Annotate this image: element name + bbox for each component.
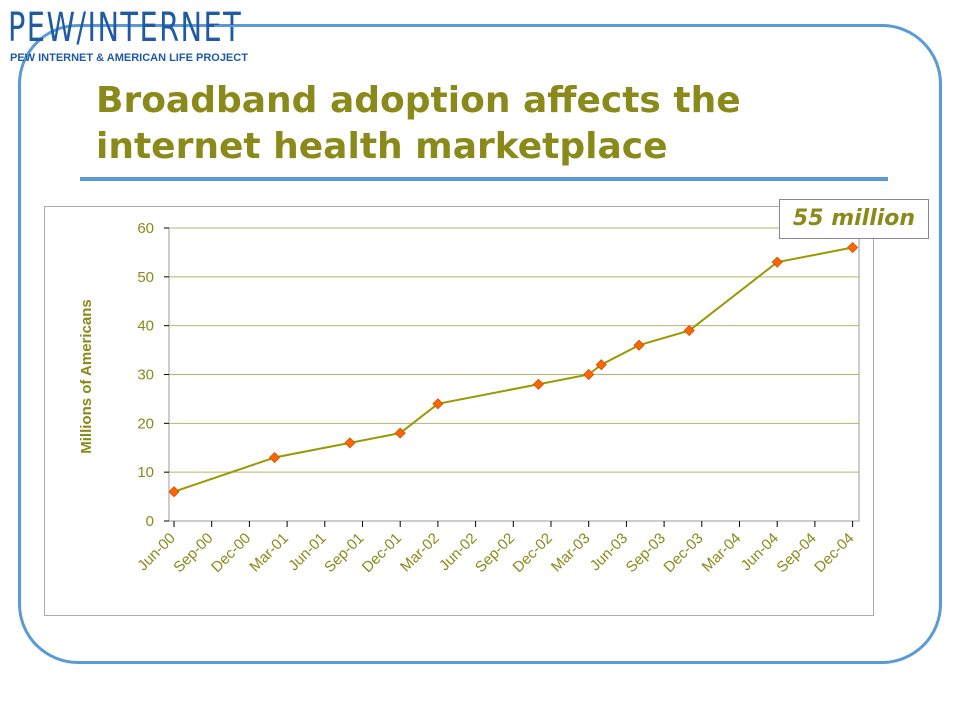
y-tick-label: 20 <box>137 415 154 432</box>
x-tick-label: Mar-04 <box>699 530 745 576</box>
x-tick-label: Mar-01 <box>246 530 292 576</box>
y-tick-label: 50 <box>137 269 154 286</box>
x-tick-label: Sep-04 <box>774 530 820 576</box>
chart-area <box>44 206 874 616</box>
data-point <box>771 256 783 268</box>
x-tick-label: Jun-04 <box>738 530 782 574</box>
logo-subtitle: PEW INTERNET & AMERICAN LIFE PROJECT <box>10 52 248 64</box>
x-tick-label: Dec-01 <box>359 530 405 576</box>
pew-internet-logo: PEW/INTERNET PEW INTERNET & AMERICAN LIF… <box>8 5 333 64</box>
data-point <box>532 378 544 390</box>
x-tick-label: Dec-00 <box>208 530 254 576</box>
series-line <box>173 246 853 493</box>
y-axis-label: Millions of Americans <box>78 299 95 453</box>
data-point <box>344 437 356 449</box>
x-tick-label: Sep-01 <box>321 530 367 576</box>
x-tick-label: Sep-03 <box>623 530 669 576</box>
data-point <box>168 486 180 498</box>
logo-rule <box>214 25 300 27</box>
y-tick-label: 0 <box>146 513 154 530</box>
y-tick-label: 60 <box>137 220 154 237</box>
y-tick-label: 40 <box>137 318 154 335</box>
data-point <box>683 324 695 337</box>
y-tick-label: 30 <box>137 367 154 384</box>
slide-title: Broadband adoption affects the internet … <box>96 80 741 167</box>
data-point <box>583 368 595 381</box>
x-tick-label: Jun-02 <box>436 530 480 574</box>
title-underline <box>80 177 888 181</box>
data-point <box>595 359 607 371</box>
callout-label: 55 million <box>779 199 929 239</box>
data-point <box>432 398 444 410</box>
x-tick-label: Jun-03 <box>587 530 631 574</box>
x-tick-label: Dec-03 <box>660 530 706 576</box>
data-point <box>633 339 645 351</box>
data-point <box>268 451 281 464</box>
x-tick-label: Jun-01 <box>285 530 329 574</box>
slide-frame <box>18 24 942 664</box>
x-tick-label: Sep-00 <box>170 530 216 576</box>
x-tick-label: Dec-02 <box>510 530 556 576</box>
data-point <box>394 427 406 439</box>
x-tick-label: Dec-04 <box>811 530 857 576</box>
logo-wordmark: PEW/INTERNET <box>8 5 243 51</box>
x-tick-label: Jun-00 <box>134 530 178 574</box>
x-tick-label: Mar-03 <box>548 530 594 576</box>
data-point <box>847 241 859 254</box>
x-tick-label: Mar-02 <box>397 530 443 576</box>
x-tick-label: Sep-02 <box>472 530 518 576</box>
y-tick-label: 10 <box>137 464 154 481</box>
